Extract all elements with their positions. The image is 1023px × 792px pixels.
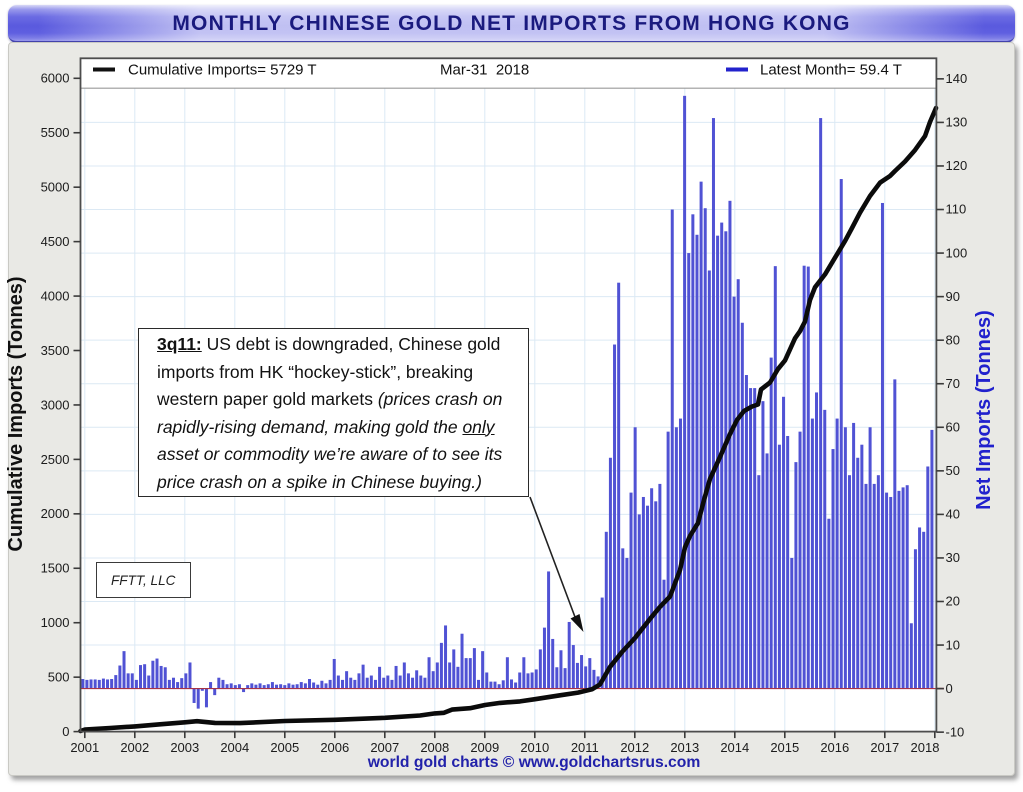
- svg-text:2009: 2009: [470, 740, 499, 755]
- svg-text:2010: 2010: [520, 740, 549, 755]
- svg-text:2001: 2001: [70, 740, 99, 755]
- svg-text:2003: 2003: [170, 740, 199, 755]
- svg-text:2007: 2007: [370, 740, 399, 755]
- svg-text:2006: 2006: [320, 740, 349, 755]
- svg-text:0: 0: [946, 681, 953, 696]
- svg-text:2500: 2500: [41, 452, 70, 467]
- svg-text:40: 40: [946, 507, 960, 522]
- svg-text:50: 50: [946, 463, 960, 478]
- svg-text:2016: 2016: [820, 740, 849, 755]
- svg-text:5000: 5000: [41, 180, 70, 195]
- svg-text:10: 10: [946, 637, 960, 652]
- svg-text:70: 70: [946, 376, 960, 391]
- svg-text:2012: 2012: [620, 740, 649, 755]
- svg-text:2013: 2013: [670, 740, 699, 755]
- svg-text:2005: 2005: [270, 740, 299, 755]
- svg-text:1500: 1500: [41, 561, 70, 576]
- svg-text:90: 90: [946, 289, 960, 304]
- svg-text:2004: 2004: [220, 740, 249, 755]
- svg-text:2000: 2000: [41, 506, 70, 521]
- svg-text:20: 20: [946, 594, 960, 609]
- svg-text:6000: 6000: [41, 71, 70, 86]
- svg-text:60: 60: [946, 419, 960, 434]
- svg-text:2011: 2011: [571, 740, 599, 755]
- svg-text:Mar-31 2018: Mar-31 2018: [440, 62, 529, 79]
- svg-text:2015: 2015: [770, 740, 799, 755]
- svg-text:4500: 4500: [41, 234, 70, 249]
- svg-text:120: 120: [946, 158, 968, 173]
- svg-text:5500: 5500: [41, 125, 70, 140]
- svg-text:0: 0: [62, 724, 69, 739]
- svg-text:Cumulative Imports (Tonnes): Cumulative Imports (Tonnes): [5, 276, 27, 551]
- svg-text:4000: 4000: [41, 288, 70, 303]
- svg-text:Latest Month= 59.4 T: Latest Month= 59.4 T: [760, 62, 902, 79]
- svg-text:2014: 2014: [720, 740, 749, 755]
- svg-text:1000: 1000: [41, 615, 70, 630]
- svg-text:30: 30: [946, 550, 960, 565]
- svg-text:140: 140: [946, 71, 968, 86]
- svg-text:130: 130: [946, 115, 968, 130]
- svg-text:2002: 2002: [120, 740, 149, 755]
- svg-text:2018: 2018: [911, 740, 940, 755]
- svg-text:500: 500: [48, 670, 70, 685]
- svg-text:2008: 2008: [420, 740, 449, 755]
- svg-text:Cumulative Imports= 5729 T: Cumulative Imports= 5729 T: [128, 62, 317, 79]
- svg-text:-10: -10: [946, 724, 965, 739]
- svg-text:2017: 2017: [870, 740, 899, 755]
- svg-text:100: 100: [946, 245, 968, 260]
- svg-text:3500: 3500: [41, 343, 70, 358]
- svg-text:80: 80: [946, 332, 960, 347]
- svg-text:3000: 3000: [41, 397, 70, 412]
- svg-text:world gold charts © www.goldch: world gold charts © www.goldchartsrus.co…: [367, 754, 701, 771]
- svg-text:Net Imports (Tonnes): Net Imports (Tonnes): [973, 310, 995, 510]
- svg-text:110: 110: [946, 202, 967, 217]
